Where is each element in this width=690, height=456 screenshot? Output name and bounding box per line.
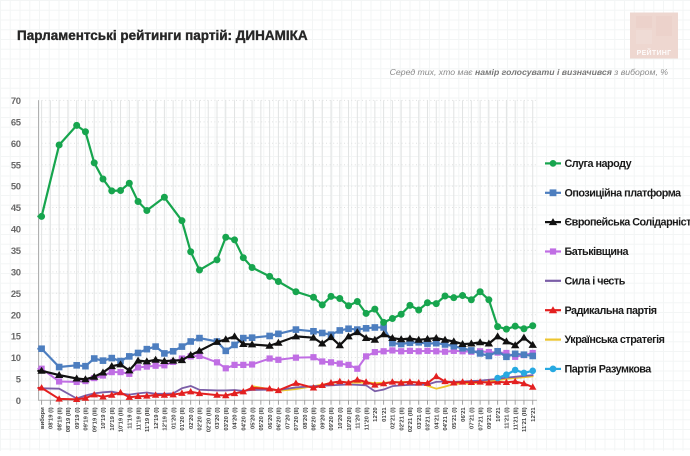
svg-text:06'20 (I): 06'20 (I): [268, 407, 274, 429]
svg-text:10'19 (III): 10'19 (III): [119, 407, 125, 432]
svg-text:12'19 (I): 12'19 (I): [154, 407, 160, 429]
svg-text:10'21: 10'21: [496, 407, 502, 422]
svg-text:11'20 (II): 11'20 (II): [364, 407, 370, 430]
svg-text:02'21 (II): 02'21 (II): [399, 407, 405, 430]
svg-text:05'20 (II): 05'20 (II): [259, 407, 265, 430]
svg-text:11'19 (III): 11'19 (III): [145, 407, 151, 432]
svg-text:Сила і честь: Сила і честь: [565, 275, 626, 287]
svg-text:35: 35: [11, 246, 22, 257]
svg-text:Серед тих, хто має намір голос: Серед тих, хто має намір голосувати і ви…: [390, 67, 669, 77]
svg-text:03'21 (II): 03'21 (II): [426, 407, 432, 430]
svg-text:03'20 (I): 03'20 (I): [215, 407, 221, 429]
svg-text:10'20 (I): 10'20 (I): [338, 407, 344, 429]
svg-text:11'20 (I): 11'20 (I): [356, 407, 362, 428]
svg-text:20: 20: [11, 310, 21, 321]
svg-text:05'21 (I): 05'21 (I): [452, 407, 458, 429]
svg-text:10: 10: [11, 353, 21, 364]
svg-text:02'20 (II): 02'20 (II): [198, 407, 204, 430]
svg-text:07'20 (II): 07'20 (II): [294, 407, 300, 430]
svg-text:07'20 (I): 07'20 (I): [285, 407, 291, 429]
svg-text:12'20: 12'20: [373, 407, 379, 422]
svg-text:65: 65: [11, 117, 22, 128]
svg-text:01'20 (I): 01'20 (I): [171, 407, 177, 429]
svg-text:55: 55: [11, 160, 22, 171]
svg-text:02'21 (I): 02'21 (I): [391, 407, 397, 429]
svg-text:09'20 (II): 09'20 (II): [329, 407, 335, 430]
svg-text:03'20 (II): 03'20 (II): [224, 407, 230, 430]
svg-text:Парламентські рейтинги партій:: Парламентські рейтинги партій: ДИНАМІКА: [17, 28, 308, 43]
svg-text:40: 40: [11, 225, 21, 236]
svg-text:05'20 (I): 05'20 (I): [250, 407, 256, 429]
svg-text:Українська стратегія: Українська стратегія: [565, 334, 665, 346]
svg-text:09'21 (I): 09'21 (I): [487, 407, 493, 429]
svg-text:03'21 (I): 03'21 (I): [417, 407, 423, 429]
svg-text:01'21: 01'21: [382, 407, 388, 422]
svg-text:50: 50: [11, 182, 21, 193]
svg-text:РЕЙТИНГ: РЕЙТИНГ: [637, 48, 672, 57]
svg-text:Європейська Солідарність: Європейська Солідарність: [565, 217, 690, 229]
svg-text:02'20 (I): 02'20 (I): [189, 407, 195, 429]
svg-text:07'21 (II): 07'21 (II): [478, 407, 484, 430]
svg-text:11'19 (I): 11'19 (I): [128, 407, 134, 428]
svg-text:25: 25: [11, 289, 22, 300]
svg-text:09'20 (I): 09'20 (I): [320, 407, 326, 429]
svg-text:06'20 (II): 06'20 (II): [277, 407, 283, 430]
svg-text:09'19 (I): 09'19 (I): [75, 407, 81, 429]
svg-text:11'21 (I): 11'21 (I): [505, 407, 511, 428]
svg-text:Опозиційна платформа: Опозиційна платформа: [565, 187, 683, 199]
svg-text:Партія Разумкова: Партія Разумкова: [565, 364, 653, 376]
svg-text:04'21 (I): 04'21 (I): [434, 407, 440, 429]
svg-text:60: 60: [11, 139, 21, 150]
svg-text:08'19 (II): 08'19 (II): [57, 407, 63, 430]
svg-text:08'19 (III): 08'19 (III): [66, 407, 72, 432]
svg-text:11'19 (II): 11'19 (II): [136, 407, 142, 430]
svg-text:07'21 (I): 07'21 (I): [470, 407, 476, 429]
svg-text:70: 70: [11, 96, 21, 107]
svg-text:04'20 (I): 04'20 (I): [233, 407, 239, 429]
svg-text:08'20 (II): 08'20 (II): [312, 407, 318, 430]
svg-text:09'19 (II): 09'19 (II): [84, 407, 90, 430]
svg-text:08'20 (I): 08'20 (I): [303, 407, 309, 429]
svg-text:01'20 (II): 01'20 (II): [180, 407, 186, 430]
svg-text:вибори: вибори: [39, 407, 46, 429]
svg-text:02'20 (III): 02'20 (III): [206, 407, 212, 432]
svg-text:45: 45: [11, 203, 22, 214]
svg-text:10'20 (II): 10'20 (II): [347, 407, 353, 430]
svg-text:Радикальна партія: Радикальна партія: [565, 305, 657, 317]
svg-text:0: 0: [16, 396, 21, 407]
svg-text:08'19 (I): 08'19 (I): [49, 407, 55, 429]
svg-text:04'20 (II): 04'20 (II): [242, 407, 248, 430]
svg-text:04'21 (II): 04'21 (II): [443, 407, 449, 430]
svg-text:10'19 (II): 10'19 (II): [110, 407, 116, 430]
svg-text:06'21: 06'21: [461, 407, 467, 422]
svg-text:Батьківщина: Батьківщина: [565, 246, 630, 258]
svg-text:15: 15: [11, 332, 22, 343]
svg-text:11'21 (III): 11'21 (III): [522, 407, 528, 432]
svg-text:12'21: 12'21: [531, 407, 537, 422]
svg-text:Слуга народу: Слуга народу: [565, 158, 632, 170]
svg-text:02'21 (III): 02'21 (III): [408, 407, 414, 432]
svg-text:09'19 (III): 09'19 (III): [92, 407, 98, 432]
svg-text:12'19 (II): 12'19 (II): [163, 407, 169, 430]
svg-text:11'21 (II): 11'21 (II): [513, 407, 519, 430]
svg-text:30: 30: [11, 267, 21, 278]
svg-text:10'19 (I): 10'19 (I): [101, 407, 107, 429]
